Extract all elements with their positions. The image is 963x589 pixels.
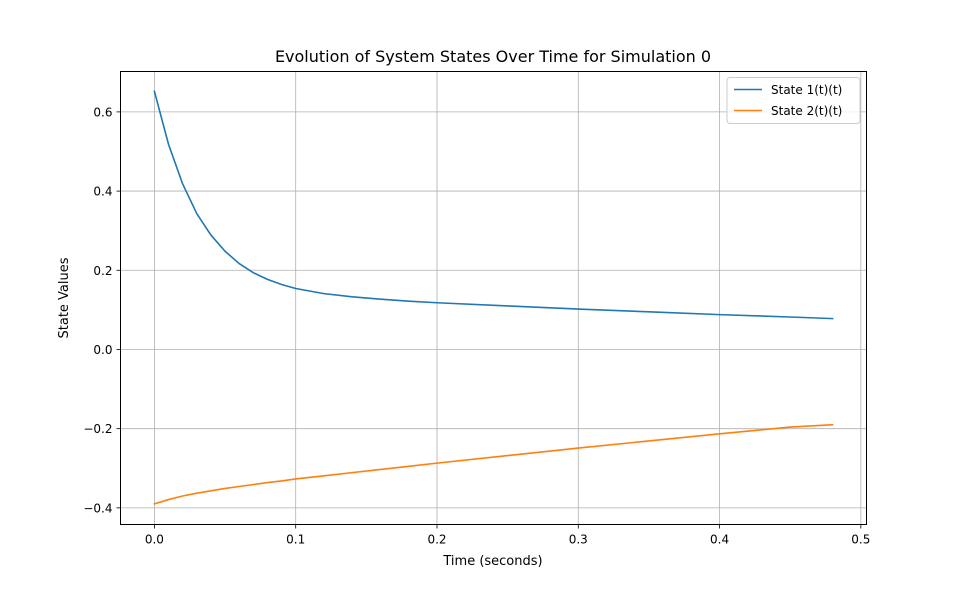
series-line-2: [153, 423, 834, 505]
x-tick-label: 0.2: [427, 533, 446, 547]
x-axis-label: Time (seconds): [442, 554, 542, 569]
x-tick-label: 0.4: [710, 533, 729, 547]
plot-area-frame: [120, 71, 867, 525]
series-lines: [153, 90, 834, 505]
y-tick-label: 0.2: [93, 264, 112, 278]
y-tick-label: −0.4: [83, 501, 112, 515]
legend-label-2: State 2(t)(t): [771, 104, 842, 118]
series-line-1: [153, 90, 834, 320]
x-tick-label: 0.5: [851, 533, 870, 547]
x-tick-label: 0.1: [286, 533, 305, 547]
y-axis-label: State Values: [57, 257, 72, 338]
x-tick-label: 0.0: [145, 533, 164, 547]
y-tick-label: −0.2: [83, 422, 112, 436]
x-tick-label: 0.3: [569, 533, 588, 547]
legend-label-1: State 1(t)(t): [771, 83, 842, 97]
y-tick-label: 0.6: [93, 105, 112, 119]
chart-title: Evolution of System States Over Time for…: [275, 47, 711, 66]
legend: State 1(t)(t) State 2(t)(t): [726, 77, 861, 124]
y-tick-label: 0.4: [93, 185, 112, 199]
axis-ticks: 0.0 0.1 0.2 0.3 0.4 0.5 −0.4 −0.2 0.0 0.2 0.4 0.6: [83, 105, 870, 546]
y-tick-label: 0.0: [93, 343, 112, 357]
grid-lines: [120, 71, 867, 525]
